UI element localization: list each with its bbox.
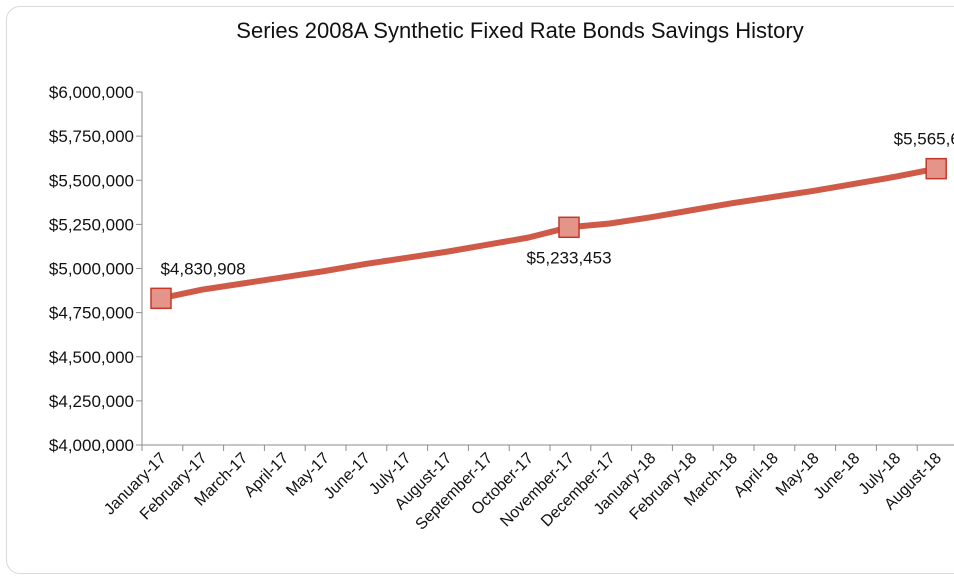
y-tick-label: $5,750,000 xyxy=(49,127,134,146)
data-labels: $4,830,908 $5,233,453 $5,565,668 xyxy=(160,130,954,279)
data-label: $5,233,453 xyxy=(526,248,611,267)
y-tick-label: $4,000,000 xyxy=(49,436,134,455)
data-point-marker xyxy=(558,216,580,239)
data-label: $5,565,668 xyxy=(894,130,954,149)
y-tick-label: $5,500,000 xyxy=(49,171,134,190)
y-tick-label: $5,250,000 xyxy=(49,215,134,234)
series-markers xyxy=(150,157,947,310)
series-line xyxy=(158,165,940,302)
savings-line xyxy=(158,165,940,302)
y-tick-label: $5,000,000 xyxy=(49,260,134,279)
x-tick-label: April-18 xyxy=(731,450,782,501)
data-label: $4,830,908 xyxy=(160,259,245,278)
x-tick-label: April-17 xyxy=(241,450,292,501)
y-axis-labels: $4,000,000 $4,250,000 $4,500,000 $4,750,000… xyxy=(49,83,134,455)
data-point-marker xyxy=(150,287,172,310)
x-axis-labels: January-17February-17March-17April-17May… xyxy=(101,450,945,534)
y-tick-label: $6,000,000 xyxy=(49,83,134,102)
chart-title: Series 2008A Synthetic Fixed Rate Bonds … xyxy=(236,18,803,43)
y-tick-label: $4,250,000 xyxy=(49,392,134,411)
y-tick-label: $4,500,000 xyxy=(49,348,134,367)
y-tick-label: $4,750,000 xyxy=(49,304,134,323)
data-point-marker xyxy=(925,157,947,180)
axes xyxy=(136,91,954,451)
